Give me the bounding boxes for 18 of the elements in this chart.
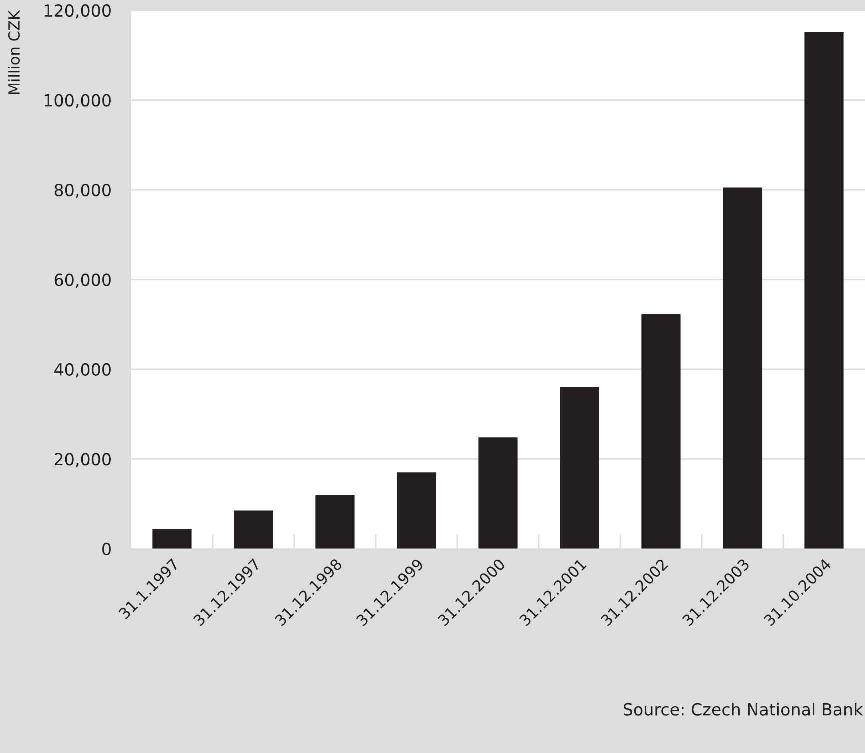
y-tick-label: 100,000: [44, 94, 111, 109]
y-tick-label: 80,000: [54, 184, 111, 198]
bar: [234, 510, 274, 549]
bar: [560, 387, 600, 549]
y-tick-label: 40,000: [54, 363, 111, 378]
source-note: Source: Czech National Bank: [624, 702, 864, 716]
bar: [478, 438, 518, 549]
y-tick-label: 0: [102, 542, 111, 556]
bar: [804, 32, 844, 549]
y-tick-label: 120,000: [44, 4, 111, 19]
y-axis-title: Million CZK: [8, 10, 20, 94]
y-tick-label: 60,000: [54, 274, 111, 288]
bar: [152, 529, 192, 549]
bar: [316, 496, 355, 549]
bar: [397, 472, 436, 549]
bar: [642, 314, 681, 549]
bar: [723, 188, 762, 549]
y-tick-label: 20,000: [54, 453, 111, 468]
